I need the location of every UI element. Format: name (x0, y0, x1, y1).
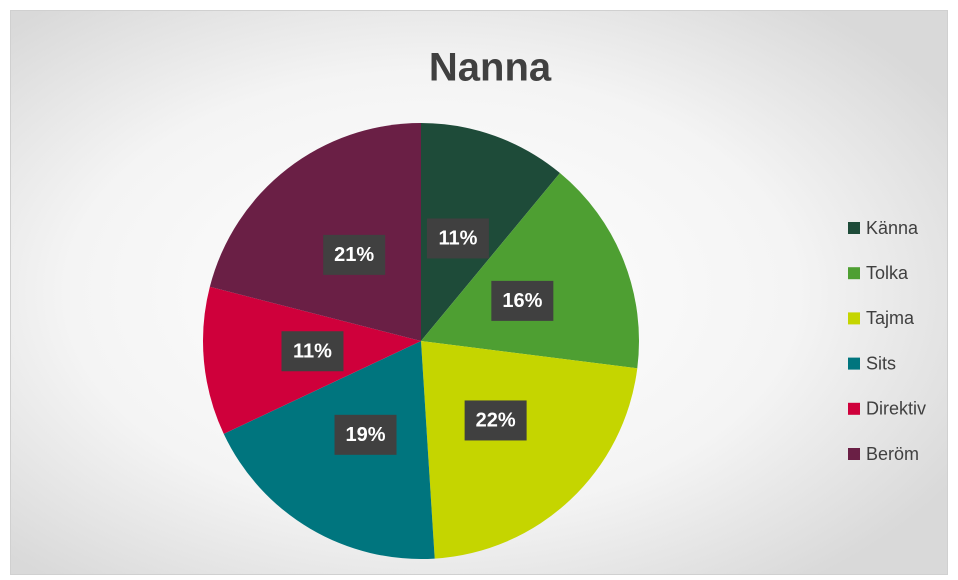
pie-slice (223, 341, 435, 559)
legend-swatch (848, 267, 860, 280)
legend-swatch (848, 402, 860, 415)
data-label: 22% (476, 410, 516, 432)
data-label-box (323, 234, 386, 275)
legend-label: Direktiv (866, 399, 926, 419)
data-label: 11% (438, 228, 477, 250)
legend-swatch (848, 448, 860, 460)
data-label-box (491, 280, 554, 321)
data-label: 21% (334, 244, 374, 266)
data-label-box (334, 414, 397, 455)
chart-title: Nanna (429, 46, 552, 90)
pie-slice (421, 123, 560, 341)
legend-label: Känna (866, 218, 919, 238)
legend-label: Tolka (866, 263, 909, 283)
legend-swatch (848, 312, 860, 325)
data-label-box (464, 400, 527, 441)
pie-slice (421, 341, 638, 559)
data-label: 16% (502, 290, 542, 312)
data-label-box (281, 331, 344, 372)
pie-slice (421, 173, 639, 369)
data-label: 11% (293, 341, 332, 363)
legend-label: Beröm (866, 444, 919, 464)
pie-slice (209, 123, 421, 341)
data-label-box (426, 218, 489, 259)
legend-swatch (848, 357, 860, 370)
legend-swatch (848, 222, 860, 234)
legend-label: Tajma (866, 308, 915, 328)
legend-label: Sits (866, 353, 896, 373)
data-label: 19% (345, 424, 385, 446)
